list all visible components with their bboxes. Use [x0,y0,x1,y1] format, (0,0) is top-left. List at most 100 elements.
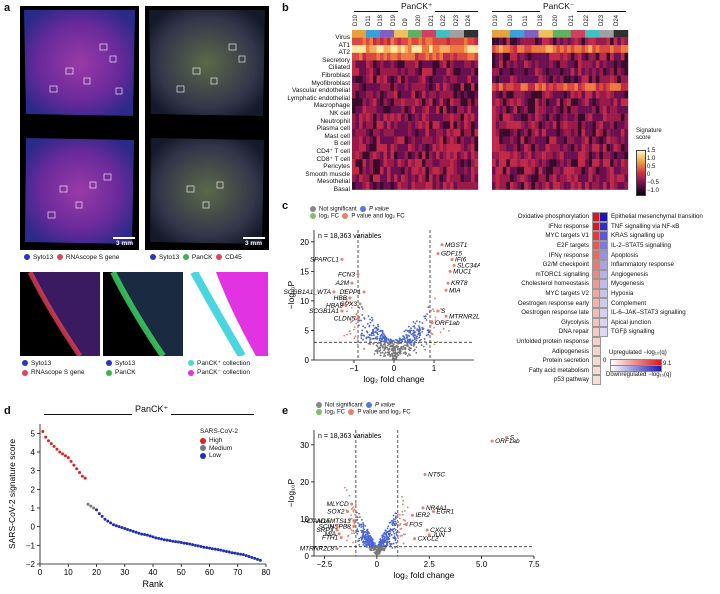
heatmap-cell [436,121,440,129]
heatmap-cell [460,113,465,122]
legend-text: P value [369,206,389,213]
heatmap-cell [549,166,554,175]
heatmap-cell [436,60,440,69]
heatmap-cell [567,52,571,61]
heatmap-cell [499,45,503,53]
heatmap-cell [352,106,356,114]
volcano-point [404,510,406,512]
heatmap-cell [502,90,507,99]
heatmap-cell [506,106,511,114]
gene-label: SOX2 [327,509,345,516]
heatmap-cell [446,52,451,61]
heatmap-cell [404,45,409,53]
volcano-point [368,342,371,345]
x-tick-label: 50 [177,568,186,577]
heatmap-cell [524,75,528,84]
rank-point-medium [86,502,90,506]
volcano-point [378,547,380,549]
heatmap-cell [520,144,525,152]
heatmap-cell [560,159,564,167]
heatmap-cell [592,144,596,152]
heatmap-cell [474,182,479,190]
volcano-point [360,319,362,322]
heatmap-cell [599,151,604,160]
volcano-point [388,540,391,543]
heatmap-cell [592,151,596,160]
volcano-point [354,315,357,318]
heatmap-cell [531,52,536,61]
heatmap-cell [359,166,363,175]
heatmap-cell [411,52,416,61]
volcano-point [396,348,399,351]
heatmap-annot-cell [380,30,384,38]
volcano-point [398,348,401,351]
sample-label: D20 [553,14,560,26]
heatmap-cell [352,174,356,183]
legend-text: PanCK [115,369,136,377]
heatmap-cell [509,113,514,122]
heatmap-cell [460,52,465,61]
heatmap-cell [492,52,496,61]
heatmap-cell [401,128,405,137]
heatmap-cell [432,166,437,175]
heatmap-cell [574,68,579,76]
heatmap-cell [570,113,575,122]
heatmap-cell [453,75,458,84]
rank-point-low [224,549,228,553]
heatmap-cell [556,37,561,46]
heatmap-row-label: Myofibroblast [311,79,350,87]
heatmap-cell [362,60,367,69]
heatmap-cell [563,128,568,137]
heatmap-cell [373,106,377,114]
heatmap-cell [577,60,582,69]
heatmap-cell [560,128,564,137]
heatmap-cell [610,128,614,137]
heatmap-cell [366,45,370,53]
volcano-point [379,538,382,541]
volcano-point [354,515,357,518]
heatmap-cell [527,159,532,167]
heatmap-cell [549,52,554,61]
heatmap-annot-cell [538,30,543,38]
heatmap-cell [369,52,374,61]
heatmap-cell [376,136,381,145]
heatmap-cell [492,113,496,122]
volcano-point [398,337,401,340]
heatmap-annot-cell [585,30,589,38]
pathway-row: Inflammatory response [599,259,717,270]
volcano-point [393,351,396,354]
heatmap-cell [542,174,546,183]
pathway-color-box [599,231,608,241]
volcano-point [346,333,348,336]
pathway-color-box [599,327,608,337]
heatmap-cell [439,75,444,84]
volcano-point [365,341,367,344]
volcano-point [364,531,366,534]
legend-text: Medium [209,444,233,452]
volcano-point [361,536,364,538]
heatmap-cell [408,68,412,76]
heatmap-cell [415,136,419,145]
heatmap-cell [556,90,561,99]
x-tick-label: 0 [375,560,380,569]
heatmap-cell [376,37,381,46]
heatmap-cell [450,166,454,175]
heatmap-cell [390,166,395,175]
heatmap-cell [446,37,451,46]
heatmap-cell [527,68,532,76]
heatmap-cell [464,136,468,145]
heatmap-cell [542,121,546,129]
heatmap-cell [401,68,405,76]
heatmap-cell [376,121,381,129]
heatmap-cell [457,60,461,69]
rank-point-low [219,548,223,552]
pathway-label: Complement [611,299,647,307]
heatmap-cell [534,106,539,114]
heatmap-cell [376,52,381,61]
heatmap-cell [524,174,528,183]
volcano-point [402,335,404,337]
volcano-point [364,525,367,527]
heatmap-cell [570,136,575,145]
heatmap-cell [563,106,568,114]
heatmap-cell [432,37,437,46]
